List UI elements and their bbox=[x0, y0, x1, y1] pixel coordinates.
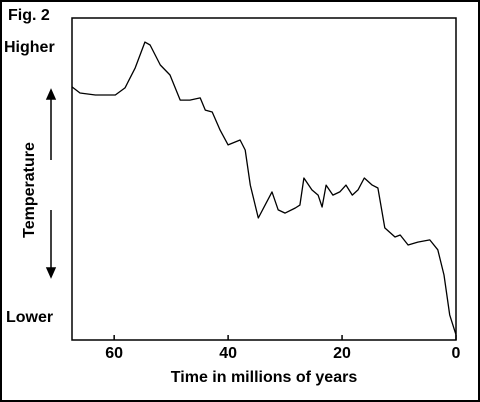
plot-frame bbox=[71, 17, 457, 341]
y-low-label: Lower bbox=[6, 309, 53, 326]
x-tick-label: 60 bbox=[105, 345, 123, 362]
temperature-line bbox=[71, 41, 457, 335]
arrow-up-head bbox=[45, 88, 57, 100]
y-arrows bbox=[45, 88, 57, 279]
arrow-down-head bbox=[45, 267, 57, 279]
x-tick-label: 0 bbox=[452, 345, 461, 362]
x-tick-label: 20 bbox=[333, 345, 351, 362]
y-axis-label: Temperature bbox=[21, 142, 38, 238]
y-high-label: Higher bbox=[4, 39, 55, 56]
chart-title: Fig. 2 bbox=[8, 7, 50, 24]
x-axis-label: Time in millions of years bbox=[171, 369, 358, 386]
x-tick-label: 40 bbox=[219, 345, 237, 362]
